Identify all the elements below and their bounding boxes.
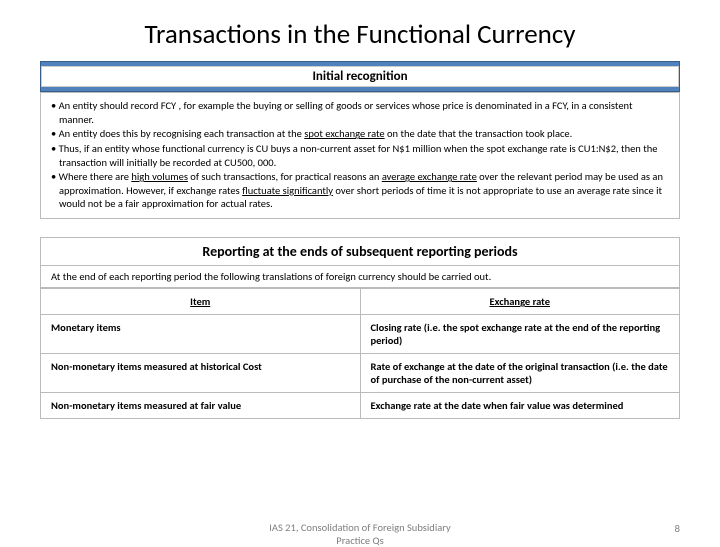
table-cell-item: Non-monetary items measured at historica… (41, 354, 361, 393)
table-cell-rate: Exchange rate at the date when fair valu… (360, 393, 680, 419)
footer-caption: IAS 21, Consolidation of Foreign Subsidi… (269, 522, 450, 547)
table-cell-item: Monetary items (41, 315, 361, 354)
table-cell-rate: Closing rate (i.e. the spot exchange rat… (360, 315, 680, 354)
bullet-item: • Where there are high volumes of such t… (51, 170, 669, 211)
reporting-intro: At the end of each reporting period the … (40, 266, 680, 288)
table-row: Non-monetary items measured at historica… (41, 354, 680, 393)
initial-recognition-banner: Initial recognition (40, 61, 680, 92)
slide-container: Transactions in the Functional Currency … (0, 0, 720, 419)
footer-line2: Practice Qs (336, 534, 383, 547)
page-number: 8 (675, 522, 680, 535)
bullet-item: • An entity should record FCY , for exam… (51, 99, 669, 126)
table-header-exchange: Exchange rate (360, 289, 680, 315)
bullet-item: • Thus, if an entity whose functional cu… (51, 142, 669, 169)
table-row: Non-monetary items measured at fair valu… (41, 393, 680, 419)
table-row: Monetary items Closing rate (i.e. the sp… (41, 315, 680, 354)
initial-recognition-label: Initial recognition (41, 66, 679, 87)
initial-recognition-box: • An entity should record FCY , for exam… (40, 92, 680, 219)
page-title: Transactions in the Functional Currency (40, 18, 680, 51)
table-cell-item: Non-monetary items measured at fair valu… (41, 393, 361, 419)
table-cell-rate: Rate of exchange at the date of the orig… (360, 354, 680, 393)
exchange-rate-table: Item Exchange rate Monetary items Closin… (40, 288, 680, 419)
footer-line1: IAS 21, Consolidation of Foreign Subsidi… (269, 521, 450, 534)
bullet-item: • An entity does this by recognising eac… (51, 127, 669, 141)
reporting-subheader: Reporting at the ends of subsequent repo… (40, 237, 680, 266)
table-header-item: Item (41, 289, 361, 315)
spacer (40, 219, 680, 237)
table-header-row: Item Exchange rate (41, 289, 680, 315)
